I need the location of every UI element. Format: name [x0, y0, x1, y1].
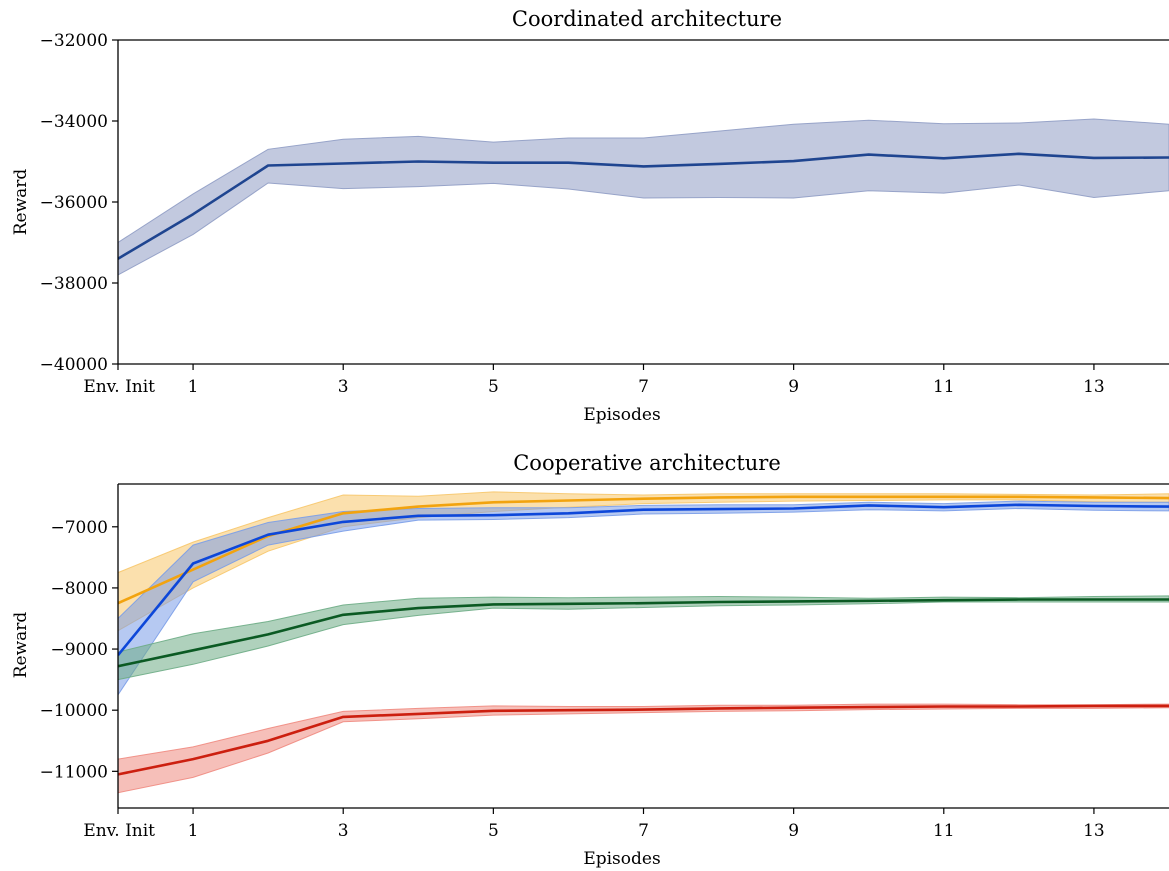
x-tick-label: 13: [1083, 377, 1105, 397]
y-axis-label: Reward: [11, 169, 31, 236]
x-tick-label: 9: [788, 821, 799, 841]
x-axis-label: Episodes: [583, 405, 660, 425]
x-tick-label: Env. Init: [83, 821, 155, 841]
y-tick-label: −32000: [40, 31, 108, 51]
x-tick-label: 7: [638, 377, 649, 397]
x-tick-label: 3: [338, 821, 349, 841]
series-line-0: [118, 495, 1169, 605]
y-tick-label: −38000: [40, 274, 108, 294]
series-line-0: [118, 152, 1169, 260]
x-axis-label: Episodes: [583, 849, 660, 869]
x-tick-label: 1: [188, 821, 199, 841]
series-layer: [118, 118, 1169, 276]
y-tick-label: −10000: [40, 701, 108, 721]
series-line-3: [118, 704, 1169, 776]
x-tick-label: 7: [638, 821, 649, 841]
coordinated-architecture-chart: Coordinated architecture Episodes Reward…: [11, 7, 1169, 425]
confidence-band-0: [118, 118, 1169, 276]
x-tick-label: 3: [338, 377, 349, 397]
y-tick-label: −8000: [50, 579, 108, 599]
x-tick-label: 1: [188, 377, 199, 397]
y-tick-label: −11000: [40, 762, 108, 782]
confidence-band-3: [118, 703, 1169, 794]
x-tick-label: 9: [788, 377, 799, 397]
confidence-band-1: [118, 500, 1169, 696]
series-layer: [118, 491, 1169, 794]
series-line-1: [118, 503, 1169, 657]
x-tick-label: 11: [933, 821, 955, 841]
y-tick-label: −9000: [50, 640, 108, 660]
x-tick-label: 11: [933, 377, 955, 397]
x-tick-label: 5: [488, 377, 499, 397]
x-tick-label: Env. Init: [83, 377, 155, 397]
y-axis-label: Reward: [11, 612, 31, 679]
cooperative-architecture-chart: Cooperative architecture Episodes Reward…: [11, 451, 1169, 869]
y-tick-label: −36000: [40, 193, 108, 213]
plot-area: −40000 −38000 −36000 −34000 −32000 Env. Init 1…: [40, 31, 1169, 397]
chart-title: Cooperative architecture: [513, 451, 781, 475]
chart-title: Coordinated architecture: [512, 7, 782, 31]
y-tick-label: −34000: [40, 112, 108, 132]
y-tick-label: −40000: [40, 355, 108, 375]
series-line-2: [118, 598, 1169, 668]
confidence-band-2: [118, 595, 1169, 681]
y-tick-label: −7000: [50, 518, 108, 538]
x-tick-label: 5: [488, 821, 499, 841]
x-tick-label: 13: [1083, 821, 1105, 841]
